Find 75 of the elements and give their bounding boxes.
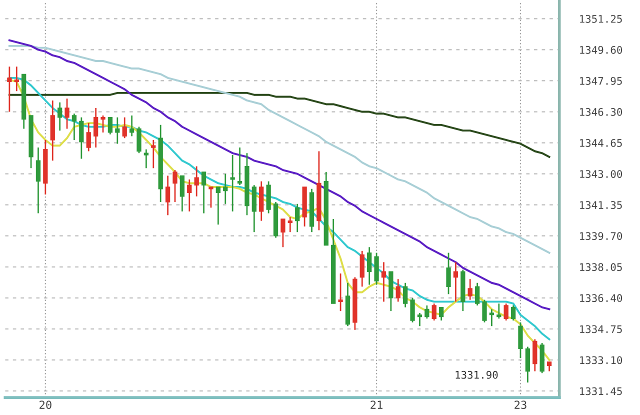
candlestick: [180, 175, 185, 212]
candlestick: [496, 302, 502, 320]
candlestick: [424, 304, 430, 320]
candlestick: [216, 186, 221, 226]
candlestick: [446, 252, 451, 295]
line-series: [8, 39, 550, 310]
candlestick: [417, 312, 422, 327]
candlestick: [172, 169, 178, 203]
y-tick-label: 1349.60: [580, 46, 622, 54]
candlestick: [474, 282, 480, 306]
y-tick-label: 1334.75: [580, 325, 622, 334]
y-tick-label: 1351.25: [580, 14, 622, 23]
annotation: 1331.90: [456, 370, 498, 379]
y-tick-label: 1343.00: [580, 170, 622, 178]
candlestick: [438, 306, 444, 322]
candlestick: [295, 203, 300, 233]
line-series: [8, 92, 550, 158]
candlestick: [489, 308, 494, 327]
candlestick: [237, 146, 242, 186]
candlestick: [504, 302, 508, 322]
candlestick: [510, 304, 516, 322]
y-tick-label: 1333.10: [580, 356, 622, 364]
candlestick: [14, 66, 19, 92]
candlestick: [230, 154, 235, 212]
x-tick-label: 20: [40, 400, 52, 410]
candlestick: [201, 171, 206, 214]
candlestick: [208, 186, 214, 208]
line-series: [8, 44, 550, 254]
candlestick: [402, 282, 408, 308]
candlestick: [468, 278, 472, 300]
candlestick: [194, 166, 199, 198]
y-tick-label: 1341.35: [580, 201, 622, 209]
candlestick: [482, 299, 487, 324]
y-tick-label: 1338.05: [580, 263, 622, 272]
candlestick: [151, 139, 156, 169]
candlestick: [338, 272, 343, 312]
y-tick-label: 1336.40: [580, 294, 622, 302]
candlestick: [367, 246, 372, 286]
candlestick: [79, 116, 84, 160]
candlestick: [532, 338, 538, 372]
candlestick: [64, 98, 70, 130]
candlestick: [129, 114, 134, 137]
candlestick: [223, 173, 228, 205]
candlestick: [360, 250, 364, 288]
x-tick-label: 23: [514, 400, 526, 410]
candlestick: [115, 116, 120, 144]
y-tick-label: 1344.65: [580, 139, 622, 147]
candlestick: [280, 218, 286, 248]
candlestick: [93, 107, 98, 148]
candlestick: [72, 112, 77, 141]
candlestick: [165, 175, 170, 216]
candlestick: [122, 116, 127, 139]
y-tick-label: 1331.45: [580, 387, 622, 396]
y-tick-label: 1339.70: [580, 232, 622, 240]
candlestick: [518, 322, 523, 359]
candlestick: [100, 114, 106, 134]
candlestick: [7, 66, 12, 112]
candlestick: [396, 278, 400, 302]
candlestick: [36, 146, 41, 214]
candlestick: [288, 216, 292, 233]
candlestick: [410, 297, 415, 324]
candlestick: [108, 116, 113, 136]
candlestick: [453, 261, 458, 302]
candlestick: [546, 361, 552, 372]
candlestick: [432, 302, 436, 322]
candlestick: [57, 102, 62, 132]
candlestick: [86, 122, 91, 152]
candlestick: [144, 148, 149, 169]
candlestick: [525, 346, 530, 384]
candlestick: [136, 126, 142, 154]
candlestick: [381, 261, 386, 302]
x-tick-label: 21: [370, 400, 382, 409]
candlestick: [187, 178, 192, 212]
y-tick-label: 1347.95: [580, 76, 622, 85]
y-tick-label: 1346.30: [580, 108, 622, 116]
